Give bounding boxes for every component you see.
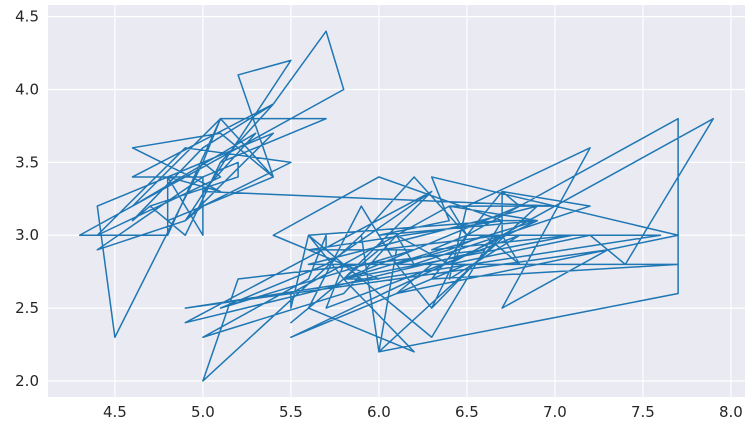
x-tick-label: 8.0 (719, 403, 743, 421)
y-tick-label: 4.0 (15, 81, 39, 99)
y-tick-label: 2.5 (15, 299, 39, 317)
x-tick-label: 5.5 (279, 403, 303, 421)
data-line (78, 30, 715, 382)
x-tick-label: 7.0 (543, 403, 567, 421)
plot-area (48, 5, 745, 397)
x-tick-label: 6.5 (455, 403, 479, 421)
y-tick-label: 3.5 (15, 153, 39, 171)
x-tick-label: 6.0 (367, 403, 391, 421)
x-tick-label: 5.0 (191, 403, 215, 421)
y-tick-label: 3.0 (15, 226, 39, 244)
x-tick-label: 7.5 (631, 403, 655, 421)
y-tick-label: 4.5 (15, 8, 39, 26)
y-tick-label: 2.0 (15, 372, 39, 390)
x-tick-label: 4.5 (103, 403, 127, 421)
